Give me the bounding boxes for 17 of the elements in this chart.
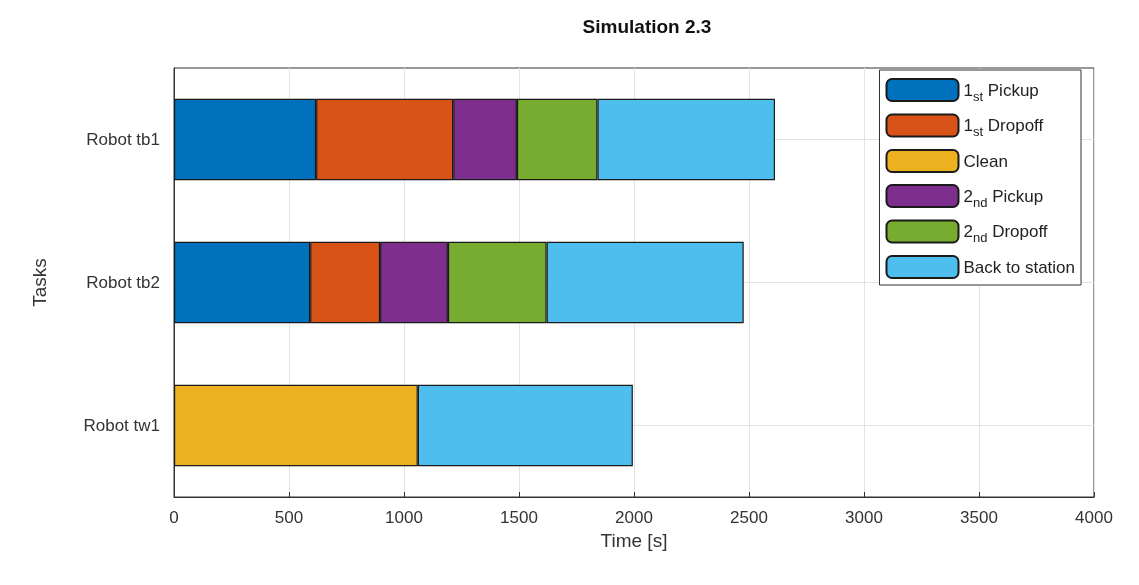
x-tick-label: 1500 bbox=[500, 508, 538, 527]
x-tick-label: 4000 bbox=[1075, 508, 1113, 527]
legend-label: Back to station bbox=[963, 257, 1076, 277]
chart-title: Simulation 2.3 bbox=[582, 16, 712, 37]
x-tick-label: 3500 bbox=[960, 508, 998, 527]
y-tick-label: Robot tw1 bbox=[83, 416, 160, 435]
x-tick-label: 3000 bbox=[845, 508, 883, 527]
x-tick-label: 1000 bbox=[385, 508, 423, 527]
x-axis-title: Time [s] bbox=[600, 530, 668, 551]
y-tick-label: Robot tb2 bbox=[86, 273, 160, 292]
x-tick-label: 2500 bbox=[730, 508, 768, 527]
y-tick-label: Robot tb1 bbox=[86, 130, 160, 149]
legend-label: Clean bbox=[963, 151, 1008, 171]
x-tick-label: 500 bbox=[274, 508, 304, 527]
x-tick-label: 0 bbox=[169, 508, 179, 527]
y-axis-title: Tasks bbox=[29, 258, 50, 307]
x-tick-label: 2000 bbox=[615, 508, 653, 527]
